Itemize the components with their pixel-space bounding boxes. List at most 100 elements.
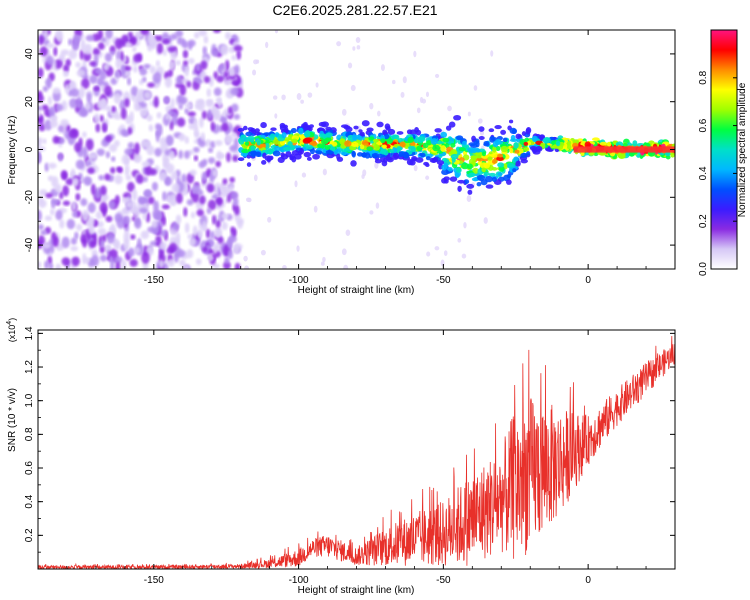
spectrogram-noise-mark [130, 35, 137, 44]
spectrogram-sparse-mark [296, 245, 300, 252]
spectrogram-signal-mark [250, 145, 256, 152]
spectrogram-signal-mark [455, 167, 462, 173]
spectrogram-signal-mark [382, 144, 387, 149]
spectrogram-noise-mark [105, 215, 113, 223]
spectrogram-signal-mark [315, 150, 323, 155]
spectrogram-noise-mark [143, 176, 148, 183]
spectrogram-sparse-mark [307, 92, 313, 98]
spectrogram-sparse-mark [347, 62, 353, 69]
spectrogram-noise-mark [151, 219, 158, 229]
spectrogram-noise-mark [108, 200, 116, 210]
spectrogram-noise-mark [89, 61, 97, 67]
spectrogram-noise-mark [212, 169, 218, 177]
spectrogram-noise-mark [38, 35, 45, 46]
spectrogram-signal-mark [280, 128, 289, 134]
spectrogram-noise-mark [187, 233, 193, 240]
spectrogram-noise-mark [207, 147, 214, 153]
colorbar-bar [710, 29, 738, 270]
spectrogram-noise-mark [231, 54, 237, 61]
spectrogram-noise-mark [80, 39, 86, 52]
spectrogram-signal-mark [389, 149, 395, 154]
spectrogram-signal-mark [484, 175, 493, 183]
spectrogram-noise-mark [134, 247, 140, 254]
spectrogram-sparse-mark [313, 205, 318, 213]
spectrogram-noise-mark [143, 63, 151, 69]
spectrogram-signal-mark [247, 151, 253, 157]
spectrogram-signal-mark [298, 150, 303, 156]
spectrogram-noise-mark [121, 197, 130, 204]
spectrogram-noise-mark [171, 171, 177, 181]
spectrogram-noise-mark [38, 261, 42, 269]
spectrogram-noise-mark [47, 162, 57, 169]
spectrogram-noise-mark [105, 30, 113, 40]
spectrogram-noise-mark [202, 220, 207, 231]
spectrogram-signal-mark [584, 141, 591, 148]
spectrogram-signal-mark [238, 139, 245, 145]
spectrogram-y-tick-label: 40 [24, 48, 35, 60]
spectrogram-y-tick-label: 0 [24, 146, 35, 152]
spectrogram-signal-mark [326, 153, 335, 159]
snr-x-ticks: -150 -100 -50 0 [37, 330, 676, 586]
spectrogram-noise-mark [99, 201, 108, 214]
spectrogram-noise-mark [179, 259, 186, 267]
snr-y-tick-label: 1.2 [24, 360, 35, 374]
spectrogram-noise-mark [79, 49, 84, 60]
spectrogram-sparse-mark [274, 30, 279, 34]
spectrogram-signal-mark [290, 128, 297, 134]
spectrogram-noise-mark [211, 194, 219, 200]
spectrogram-signal-mark [512, 168, 517, 173]
spectrogram-noise-mark [202, 158, 208, 166]
spectrogram-signal-mark [515, 133, 522, 140]
spectrogram-noise-mark [181, 40, 189, 49]
snr-x-tick-label: -50 [436, 575, 451, 586]
spectrogram-signal-mark [467, 189, 473, 195]
spectrogram-signal-mark [467, 147, 474, 153]
spectrogram-noise-mark [111, 105, 116, 113]
spectrogram-noise-mark [85, 34, 95, 42]
spectrogram-sparse-mark [260, 249, 266, 256]
spectrogram-noise-mark [95, 123, 101, 133]
spectrogram-noise-mark [80, 198, 88, 207]
spectrogram-noise-mark [60, 169, 68, 180]
spectrogram-noise-mark [215, 160, 222, 168]
spectrogram-sparse-mark [244, 265, 250, 269]
spectrogram-noise-mark [79, 86, 85, 98]
spectrogram-noise-mark [184, 136, 190, 144]
spectrogram-noise-mark [44, 215, 53, 221]
spectrogram-noise-mark [40, 229, 47, 236]
spectrogram-signal-mark [531, 135, 538, 142]
spectrogram-signal-mark [478, 136, 485, 141]
spectrogram-signal-mark [434, 128, 442, 133]
spectrogram-noise-mark [87, 216, 95, 228]
spectrogram-noise-mark [85, 139, 94, 151]
spectrogram-noise-mark [183, 150, 190, 159]
spectrogram-panel: -150 -100 -50 0 -40 -20 0 20 40 Height of strai… [7, 29, 676, 296]
spectrogram-noise-mark [83, 176, 92, 186]
spectrogram-noise-mark [176, 117, 186, 128]
spectrogram-noise-mark [145, 211, 151, 223]
snr-y-ticks: 0.2 0.4 0.6 0.8 1.0 1.2 1.4 [24, 326, 675, 570]
spectrogram-noise-mark [147, 44, 153, 52]
spectrogram-noise-mark [175, 214, 182, 224]
spectrogram-sparse-mark [391, 79, 396, 85]
spectrogram-signal-mark [317, 143, 325, 149]
spectrogram-noise-mark [212, 263, 220, 269]
spectrogram-noise-mark [137, 196, 144, 204]
spectrogram-signal-mark [448, 121, 456, 128]
spectrogram-signal-mark [241, 148, 250, 154]
snr-x-label: Height of straight line (km) [298, 585, 415, 596]
spectrogram-noise-mark [53, 46, 58, 57]
snr-y-tick-label: 1.0 [24, 393, 35, 407]
spectrogram-noise-mark [149, 65, 156, 74]
spectrogram-noise-mark [133, 53, 141, 63]
spectrogram-signal-mark [497, 153, 504, 158]
spectrogram-noise-mark [137, 237, 142, 250]
spectrogram-noise-mark [187, 111, 196, 117]
spectrogram-signal-mark [535, 145, 543, 152]
spectrogram-noise-mark [127, 142, 135, 149]
spectrogram-noise-mark [96, 148, 105, 156]
spectrogram-noise-mark [167, 258, 175, 267]
spectrogram-noise-mark [39, 195, 44, 204]
spectrogram-signal-mark [384, 123, 391, 130]
